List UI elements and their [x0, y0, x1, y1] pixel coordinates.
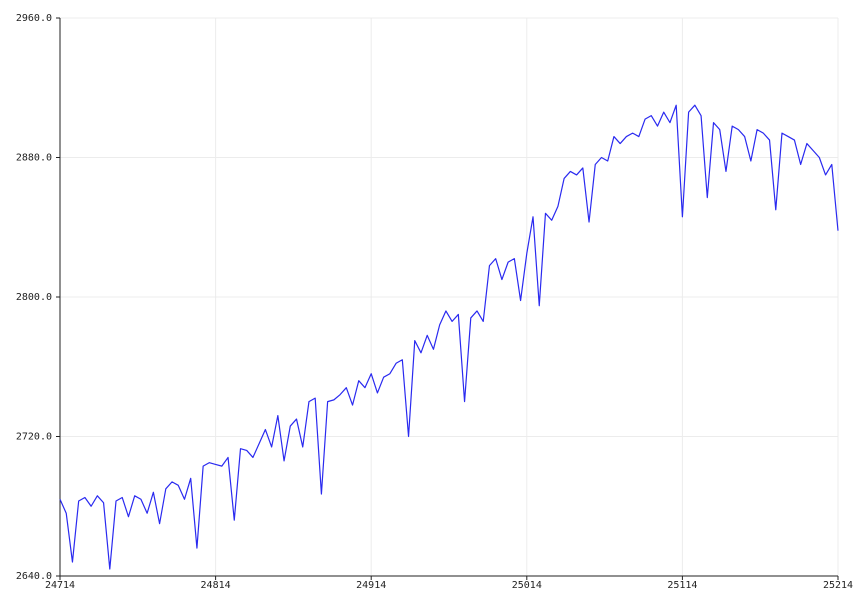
- x-tick-label: 25014: [512, 580, 542, 590]
- x-tick-label: 24814: [201, 580, 231, 590]
- y-tick-label: 2720.0: [16, 432, 52, 443]
- data-line: [59, 104, 839, 570]
- y-tick-label: 2880.0: [16, 153, 52, 164]
- y-tick-label: 2640.0: [16, 571, 52, 582]
- y-tick-label: 2800.0: [16, 292, 52, 303]
- x-tick-label: 24714: [45, 580, 75, 590]
- y-tick-label: 2960.0: [16, 13, 52, 24]
- x-tick-label: 25114: [667, 580, 697, 590]
- x-tick-label: 25214: [823, 580, 853, 590]
- x-tick-label: 24914: [356, 580, 386, 590]
